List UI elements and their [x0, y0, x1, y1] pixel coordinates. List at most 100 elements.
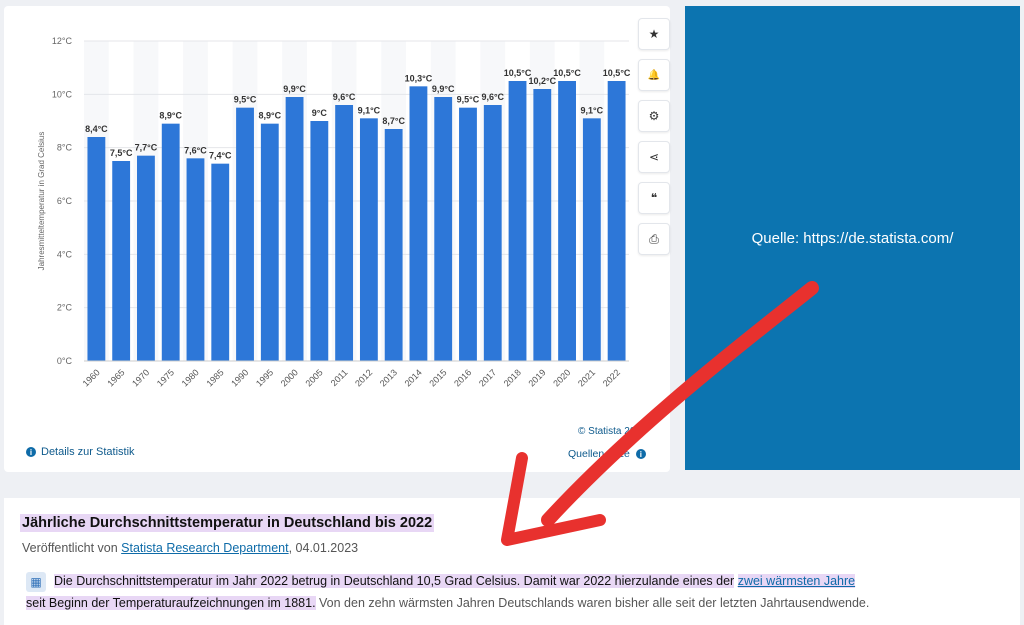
bar-value-label: 8,9°C — [159, 111, 182, 121]
bar-value-label: 7,5°C — [110, 148, 133, 158]
bar-value-label: 7,6°C — [184, 145, 207, 155]
summary-text-1: Die Durchschnittstemperatur im Jahr 2022… — [54, 574, 735, 588]
bar — [359, 118, 378, 361]
sources-link[interactable]: Quellen anze i — [568, 448, 646, 460]
chart-card: 0°C 2°C 4°C 6°C 8°C 10°C 12°C Jahresmitteltempe… — [4, 6, 670, 472]
info-icon: i — [635, 449, 646, 459]
x-tick-label: 1980 — [180, 367, 201, 388]
sources-label: Quellen anze — [568, 448, 630, 460]
bar — [607, 81, 626, 361]
bar-value-label: 10,5°C — [504, 68, 532, 78]
bell-icon: 🔔 — [647, 69, 661, 81]
details-label: Details zur Statistik — [41, 446, 135, 458]
cite-button[interactable]: ❝ — [638, 182, 670, 214]
source-panel: Quelle: https://de.statista.com/ — [685, 6, 1020, 470]
x-tick-label: 1975 — [155, 367, 176, 388]
y-tick-label: 8°C — [57, 143, 73, 153]
x-tick-label: 2015 — [427, 367, 448, 388]
x-tick-label: 2014 — [403, 367, 424, 388]
bar-value-label: 7,4°C — [209, 151, 232, 161]
star-icon: ★ — [648, 27, 660, 41]
y-axis-label: Jahresmitteltemperatur in Grad Celsius — [37, 132, 46, 271]
published-date: , 04.01.2023 — [288, 541, 359, 555]
bar — [260, 123, 279, 362]
info-icon: i — [26, 447, 36, 457]
x-tick-label: 1970 — [130, 367, 151, 388]
y-tick-label: 10°C — [52, 89, 73, 99]
bar — [310, 121, 329, 361]
settings-button[interactable]: ⚙ — [638, 100, 670, 132]
quote-icon: ❝ — [650, 191, 658, 205]
bar — [87, 137, 106, 361]
x-tick-label: 2022 — [601, 367, 622, 388]
bar — [409, 86, 428, 361]
warmest-years-link[interactable]: zwei wärmsten Jahre — [737, 574, 856, 588]
bar-value-label: 9,5°C — [234, 95, 257, 105]
x-tick-label: 1990 — [229, 367, 250, 388]
notify-button[interactable]: 🔔 — [638, 59, 670, 91]
bar — [533, 89, 552, 361]
x-tick-label: 2012 — [353, 367, 374, 388]
article-card: Jährliche Durchschnittstemperatur in Deu… — [4, 498, 1020, 625]
bar-value-label: 8,7°C — [382, 116, 405, 126]
bar-value-label: 10,3°C — [405, 73, 433, 83]
x-tick-label: 2011 — [329, 367, 350, 388]
bar — [335, 105, 354, 361]
published-prefix: Veröffentlicht von — [22, 541, 118, 555]
bar-value-label: 9,1°C — [358, 105, 381, 115]
bar-value-label: 9,9°C — [283, 84, 306, 94]
x-tick-label: 1965 — [105, 367, 126, 388]
bar-value-label: 10,5°C — [553, 68, 581, 78]
copyright-text: © Statista 2023 — [578, 426, 647, 437]
article-title: Jährliche Durchschnittstemperatur in Deu… — [20, 514, 435, 532]
summary-icon: ▦ — [26, 571, 46, 592]
bar — [112, 161, 131, 361]
share-button[interactable]: ⋖ — [638, 141, 670, 173]
share-icon: ⋖ — [648, 150, 660, 164]
bar — [161, 123, 180, 362]
x-tick-label: 2000 — [279, 367, 300, 388]
bar — [483, 105, 502, 361]
y-tick-label: 12°C — [52, 36, 73, 46]
bar — [137, 155, 155, 361]
bar — [186, 158, 205, 361]
bar-value-label: 9,1°C — [581, 105, 604, 115]
bar — [384, 129, 403, 361]
x-tick-label: 1985 — [204, 367, 225, 388]
x-tick-label: 2018 — [502, 367, 523, 388]
summary-text-2: seit Beginn der Temperaturaufzeichnungen… — [26, 596, 316, 610]
article-meta: Veröffentlicht von Statista Research Dep… — [22, 541, 358, 555]
gear-icon: ⚙ — [648, 109, 660, 123]
y-tick-label: 4°C — [57, 249, 73, 259]
chart-toolbar: ★ 🔔 ⚙ ⋖ ❝ ⎙ — [638, 18, 670, 264]
bar-chart: 0°C 2°C 4°C 6°C 8°C 10°C 12°C Jahresmitteltempe… — [37, 36, 631, 389]
bar-value-label: 9,6°C — [333, 92, 356, 102]
details-link[interactable]: i Details zur Statistik — [26, 446, 135, 458]
bar-value-label: 9,5°C — [457, 95, 480, 105]
x-tick-label: 2013 — [378, 367, 399, 388]
bar — [459, 107, 477, 362]
bar-value-label: 9,6°C — [481, 92, 504, 102]
bar-value-label: 9°C — [312, 108, 328, 118]
print-button[interactable]: ⎙ — [638, 223, 670, 255]
print-icon: ⎙ — [649, 231, 659, 246]
x-tick-label: 2020 — [551, 367, 572, 388]
bar-value-label: 10,2°C — [528, 76, 556, 86]
summary-text-3: Von den zehn wärmsten Jahren Deutschland… — [315, 596, 870, 610]
bar — [285, 97, 304, 361]
bar-value-label: 8,9°C — [258, 111, 281, 121]
y-tick-label: 2°C — [57, 303, 73, 313]
bar — [582, 118, 601, 361]
bar — [211, 163, 230, 361]
x-tick-label: 2017 — [477, 367, 498, 388]
bar-value-label: 7,7°C — [135, 143, 158, 153]
article-summary: ▦ Die Durchschnittstemperatur im Jahr 202… — [26, 570, 986, 614]
x-tick-label: 2019 — [526, 367, 547, 388]
x-tick-label: 1960 — [81, 367, 102, 388]
bar-value-label: 10,5°C — [603, 68, 631, 78]
y-tick-label: 0°C — [57, 356, 73, 366]
source-text: Quelle: https://de.statista.com/ — [751, 230, 954, 247]
publisher-link[interactable]: Statista Research Department — [121, 541, 289, 555]
favorite-button[interactable]: ★ — [638, 18, 670, 50]
x-tick-label: 2005 — [304, 367, 325, 388]
